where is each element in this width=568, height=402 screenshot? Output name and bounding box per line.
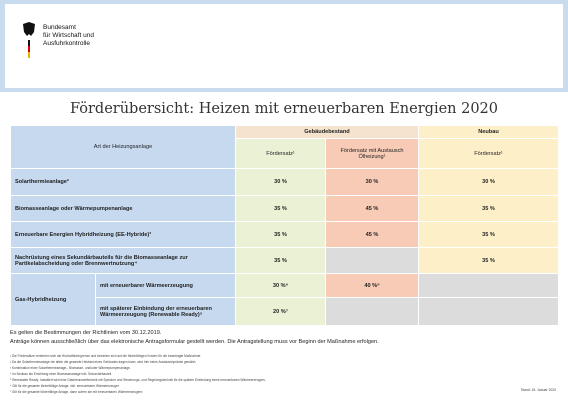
rate-cell: 30 %	[418, 168, 559, 196]
rate-cell: 20 %⁷	[235, 297, 326, 326]
column-header: Fördersatz mit Austausch Ölheizung¹	[325, 138, 419, 169]
rate-cell: 35 %	[418, 195, 559, 222]
footnote: ⁶ Gilt für die gesamte förderfähige Anla…	[10, 384, 120, 388]
rate-cell: 35 %	[235, 247, 326, 274]
column-header: Fördersatz¹	[418, 138, 559, 169]
footnote: ⁷ Gilt für die gesamte förderfähige Anla…	[10, 390, 143, 394]
org-line: für Wirtschaft und	[43, 32, 94, 39]
funding-table: Art der Heizungsanlage Gebäudebestand Ne…	[10, 125, 559, 326]
table-body: Solarthermieanlage² 30 % 30 % 30 % Biomassea…	[10, 168, 559, 326]
table-row: mit späterer Einbindung der erneuerbaren…	[11, 297, 559, 326]
sub-label: mit erneuerbarer Wärmeerzeugung	[95, 273, 236, 298]
footnote: ³ Kombination einer Solarthermieanlage-,…	[10, 366, 131, 370]
rate-cell: 35 %	[235, 221, 326, 248]
row-label: Erneuerbare Energien Hybridheizung (EE-H…	[10, 221, 236, 248]
footnotes: ¹ Die Fördersätze verstehen sich als Höc…	[10, 353, 266, 395]
row-label: Biomasseanlage oder Wärmepumpenanlage	[10, 195, 236, 222]
notes: Es gelten die Bestimmungen der Richtlini…	[10, 329, 379, 347]
org-line: Bundesamt	[43, 24, 76, 31]
group-header: Gebäudebestand	[235, 125, 419, 139]
row-label: Nachrüstung eines Sekundärbauteils für d…	[10, 247, 236, 274]
footnote: ⁵ Renewable Ready: Installiert wird eine…	[10, 378, 266, 382]
rate-cell: 35 %	[418, 247, 559, 274]
header-cell: Art der Heizungsanlage	[10, 125, 236, 169]
rate-cell: 35 %	[418, 221, 559, 248]
table-row: Solarthermieanlage² 30 % 30 % 30 %	[10, 168, 559, 196]
empty-cell	[418, 297, 559, 326]
table-row: Gas-Hybridheizung mit erneuerbarer Wärmee…	[10, 273, 559, 326]
footnote: ⁴ Im Neubau als Errichtung einer Biomass…	[10, 372, 113, 376]
note: Es gelten die Bestimmungen der Richtlini…	[10, 330, 162, 336]
date: Stand: 15. Januar 2020	[520, 388, 556, 392]
logo	[23, 22, 35, 58]
table-row: Nachrüstung eines Sekundärbauteils für d…	[10, 247, 559, 274]
note: Anträge können ausschließlich über das e…	[10, 339, 379, 345]
column-header: Fördersatz¹	[235, 138, 326, 169]
table-row: Biomasseanlage oder Wärmepumpenanlage 35 …	[10, 195, 559, 222]
footnote: ¹ Die Fördersätze verstehen sich als Höc…	[10, 354, 202, 358]
rate-cell: 45 %	[325, 195, 419, 222]
sub-label: mit späterer Einbindung der erneuerbaren…	[95, 297, 236, 326]
row-label: Gas-Hybridheizung	[10, 273, 96, 326]
rate-cell: 40 %⁶	[325, 273, 419, 298]
footnote: ² Da die Solarthermieanlage nie allein d…	[10, 360, 197, 364]
group-header: Neubau	[418, 125, 559, 139]
row-label: Solarthermieanlage²	[10, 168, 236, 196]
header-box: Bundesamt für Wirtschaft und Ausfuhrkont…	[5, 4, 563, 88]
header-band: Bundesamt für Wirtschaft und Ausfuhrkont…	[0, 0, 568, 92]
empty-cell	[418, 273, 559, 298]
rate-cell: 30 %⁶	[235, 273, 326, 298]
empty-cell	[325, 247, 419, 274]
rate-cell: 30 %	[325, 168, 419, 196]
title: Förderübersicht: Heizen mit erneuerbaren…	[69, 101, 499, 117]
org-name: Bundesamt für Wirtschaft und Ausfuhrkont…	[43, 24, 94, 48]
org-line: Ausfuhrkontrolle	[43, 40, 90, 47]
table-row: Erneuerbare Energien Hybridheizung (EE-H…	[10, 221, 559, 248]
rate-cell: 45 %	[325, 221, 419, 248]
rate-cell: 35 %	[235, 195, 326, 222]
empty-cell	[325, 297, 419, 326]
rate-cell: 30 %	[235, 168, 326, 196]
